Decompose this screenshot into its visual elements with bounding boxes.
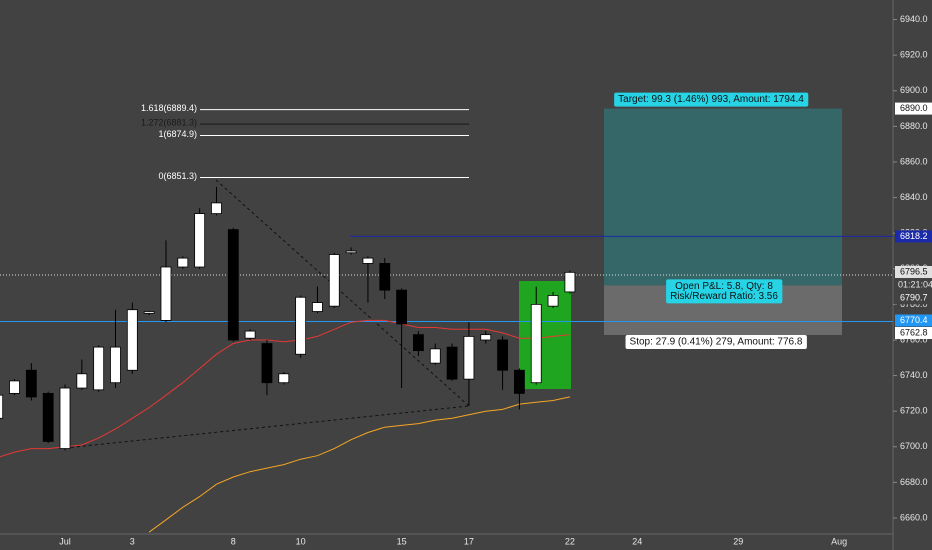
- candle-body: [530, 303, 542, 384]
- candle-body: [110, 346, 121, 384]
- y-tick-label: 6920.0: [900, 50, 928, 60]
- stop-label-text: Stop: 27.9 (0.41%) 279, Amount: 776.8: [630, 337, 803, 348]
- candle-body: [480, 334, 492, 341]
- candle-body: [312, 302, 323, 312]
- trend-line: [215, 179, 470, 407]
- candle-body: [514, 369, 525, 394]
- x-tick-label: 15: [397, 536, 407, 546]
- price-level-box: [895, 230, 932, 243]
- candle-body: [446, 346, 458, 380]
- price-level-label: 6796.5: [900, 266, 928, 276]
- y-tick-label: 6880.0: [900, 121, 928, 131]
- y-tick-label: 6900.0: [900, 85, 928, 95]
- target-label: Target: 99.3 (1.46%) 993, Amount: 1794.4: [614, 92, 809, 107]
- fib-label: 1(6874.9): [158, 129, 197, 139]
- price-level-label: 6770.4: [900, 315, 928, 325]
- y-tick-label: 6840.0: [900, 192, 928, 202]
- candle-body: [429, 348, 441, 364]
- stop-label-box: [625, 334, 807, 349]
- candle-body: [227, 229, 239, 341]
- y-tick-label: 6700.0: [900, 441, 928, 451]
- y-tick-label: 6740.0: [900, 370, 928, 380]
- y-tick-label: 6720.0: [900, 406, 928, 416]
- x-tick-label: 10: [296, 536, 306, 546]
- candle-body: [9, 380, 20, 394]
- y-tick-label: 6940.0: [900, 14, 928, 24]
- candle-body: [59, 387, 71, 449]
- fib-label: 1.272(6881.3): [141, 117, 197, 127]
- price-level-box: [895, 102, 932, 115]
- candle-body: [160, 266, 172, 321]
- x-tick-label: Jul: [59, 536, 71, 546]
- fib-label: 1.618(6889.4): [141, 103, 197, 113]
- y-tick-label: 6660.0: [900, 512, 928, 522]
- moving-average: [0, 319, 570, 458]
- y-tick-label: 6860.0: [900, 156, 928, 166]
- x-tick-label: 17: [464, 536, 474, 546]
- candle-body: [42, 392, 54, 442]
- countdown: 01:21:04: [898, 279, 932, 289]
- x-tick-label: 3: [130, 536, 135, 546]
- x-tick-label: 24: [632, 536, 642, 546]
- target-label-box: [614, 92, 809, 107]
- candle-body: [93, 346, 105, 391]
- fib-label: 0(6851.3): [158, 171, 197, 181]
- price-level-box: [895, 292, 932, 305]
- candle-body: [0, 394, 4, 419]
- target-label-text: Target: 99.3 (1.46%) 993, Amount: 1794.4: [618, 94, 804, 105]
- candle-body: [295, 296, 307, 355]
- candle-body: [25, 369, 37, 398]
- x-tick-label: 29: [733, 536, 743, 546]
- price-level-label: 6818.2: [900, 231, 928, 241]
- candle-body: [396, 289, 408, 325]
- y-tick-label: 6760.0: [900, 334, 928, 344]
- candle-body: [143, 311, 155, 314]
- candle-body: [177, 257, 189, 268]
- candle-body: [463, 336, 475, 380]
- y-tick-label: 6680.0: [900, 477, 928, 487]
- trend-line: [64, 405, 470, 449]
- candle-body: [497, 339, 508, 371]
- pnl-label-text: Risk/Reward Ratio: 3.56: [670, 291, 778, 302]
- candle-body: [126, 309, 138, 371]
- candle-body: [413, 334, 424, 352]
- candle-body: [362, 257, 374, 264]
- price-level-box: [895, 266, 932, 279]
- candle-body: [76, 373, 88, 389]
- candle-body: [547, 295, 559, 307]
- price-level-box: [895, 326, 932, 339]
- candle-body: [194, 213, 206, 268]
- moving-average: [148, 396, 571, 533]
- candle-body: [261, 343, 273, 384]
- candle-body: [211, 202, 222, 214]
- candle-body: [345, 250, 357, 254]
- pnl-label-text: Open P&L: 5.8, Qty: 8: [675, 281, 773, 292]
- x-tick-label: Aug: [831, 536, 847, 546]
- candle-body: [564, 271, 576, 293]
- x-tick-label: 22: [565, 536, 575, 546]
- target-zone: [604, 108, 842, 286]
- candle-body: [379, 263, 391, 291]
- candle-body: [244, 330, 256, 339]
- price-level-box: [895, 314, 932, 327]
- price-level-label: 6890.0: [900, 103, 928, 113]
- price-level-label: 6762.8: [900, 327, 928, 337]
- candle-body: [278, 373, 290, 384]
- candle-body: [328, 254, 340, 307]
- x-tick-label: 8: [231, 536, 236, 546]
- price-level-label: 6790.7: [900, 293, 928, 303]
- pnl-label-box: [666, 279, 783, 304]
- stop-label: Stop: 27.9 (0.41%) 279, Amount: 776.8: [625, 334, 807, 349]
